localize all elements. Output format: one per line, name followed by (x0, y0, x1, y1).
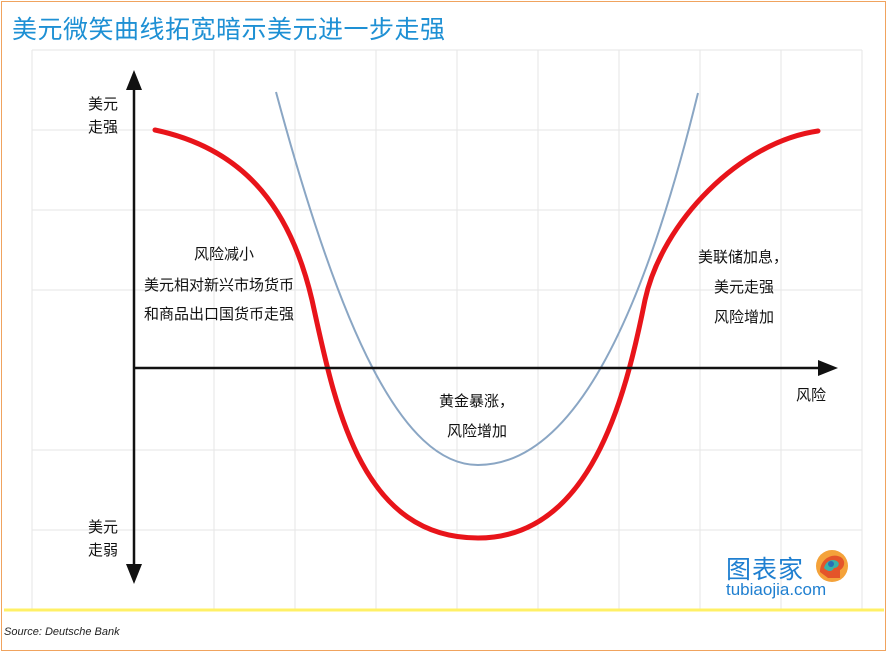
annotation-right-line2: 美元走强 (714, 278, 775, 296)
x-axis-label: 风险 (796, 386, 827, 404)
annotation-middle-line2: 风险增加 (447, 422, 508, 440)
annotation-left-line1: 风险减小 (194, 245, 255, 263)
y-axis-top-label-line1: 美元 (88, 95, 119, 113)
annotation-left-line2: 美元相对新兴市场货币 (144, 276, 295, 294)
watermark-name: 图表家 (726, 555, 805, 584)
annotation-left-line3: 和商品出口国货币走强 (144, 305, 295, 323)
page-title: 美元微笑曲线拓宽暗示美元进一步走强 (12, 15, 446, 44)
source-note: Source: Deutsche Bank (4, 626, 120, 638)
y-axis-arrow-up (126, 70, 142, 90)
x-axis-arrow (818, 360, 838, 376)
widened-smile-curve (275, 91, 699, 467)
watermark-url: tubiaojia.com (726, 580, 827, 599)
background-grid (31, 49, 863, 610)
y-axis-bottom-label-line1: 美元 (88, 518, 119, 536)
annotation-right-line1: 美联储加息， (698, 248, 789, 266)
annotation-middle-line1: 黄金暴涨， (439, 392, 515, 410)
y-axis-arrow-down (126, 564, 142, 584)
annotation-right-line3: 风险增加 (714, 308, 775, 326)
watermark: 图表家 tubiaojia.com (726, 548, 876, 608)
brain-head-logo-icon (816, 550, 848, 582)
dollar-smile-curve (152, 127, 821, 541)
y-axis-bottom-label-line2: 走弱 (88, 541, 119, 559)
y-axis-top-label-line2: 走强 (88, 118, 119, 136)
